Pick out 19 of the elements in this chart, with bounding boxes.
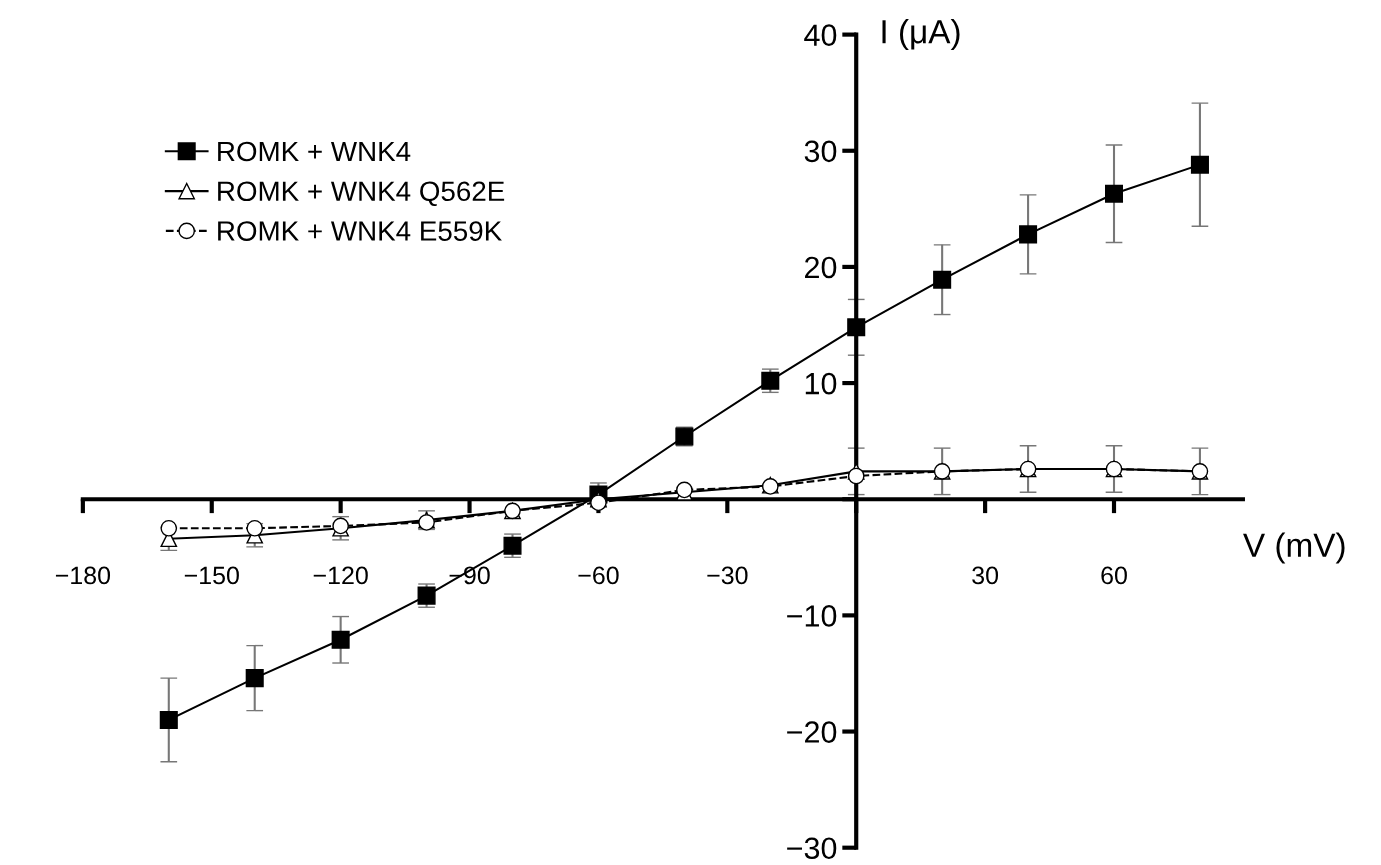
- y-tick-label: −30: [787, 837, 837, 860]
- legend-label: ROMK + WNK4 E559K: [218, 221, 502, 241]
- x-tick-label: −30: [707, 566, 748, 585]
- x-tick-label: 60: [1101, 566, 1127, 585]
- x-tick-label: −180: [55, 566, 111, 585]
- x-tick-label: −150: [184, 566, 239, 585]
- y-tick-label: 30: [804, 140, 837, 163]
- y-tick-label: −10: [787, 605, 837, 627]
- legend-label: ROMK + WNK4: [218, 141, 411, 162]
- legend-label: ROMK + WNK4 Q562E: [218, 181, 505, 207]
- x-tick-label: −60: [578, 566, 619, 585]
- x-axis-title: V (mV): [1243, 532, 1345, 564]
- y-tick-label: 10: [805, 372, 837, 395]
- x-tick-label: −120: [313, 566, 368, 585]
- y-tick-label: 40: [804, 24, 837, 46]
- y-tick-label: 20: [805, 256, 837, 279]
- y-tick-label: −20: [787, 721, 837, 743]
- x-tick-label: 30: [972, 566, 999, 585]
- y-axis-title: I (μA): [882, 19, 960, 51]
